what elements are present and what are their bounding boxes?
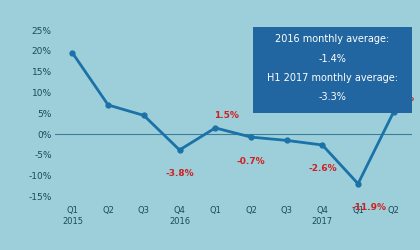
Text: 1.5%: 1.5%	[214, 110, 239, 120]
Text: 2016 monthly average:: 2016 monthly average:	[275, 34, 389, 44]
Text: 5.4%: 5.4%	[390, 94, 415, 103]
Text: -0.7%: -0.7%	[236, 156, 265, 166]
Text: -3.8%: -3.8%	[165, 170, 194, 178]
Text: -11.9%: -11.9%	[352, 203, 387, 212]
Text: H1 2017 monthly average:: H1 2017 monthly average:	[267, 73, 398, 83]
Text: -3.3%: -3.3%	[318, 92, 346, 102]
Text: -2.6%: -2.6%	[308, 164, 337, 173]
Text: -1.4%: -1.4%	[318, 54, 346, 64]
FancyBboxPatch shape	[253, 27, 412, 113]
